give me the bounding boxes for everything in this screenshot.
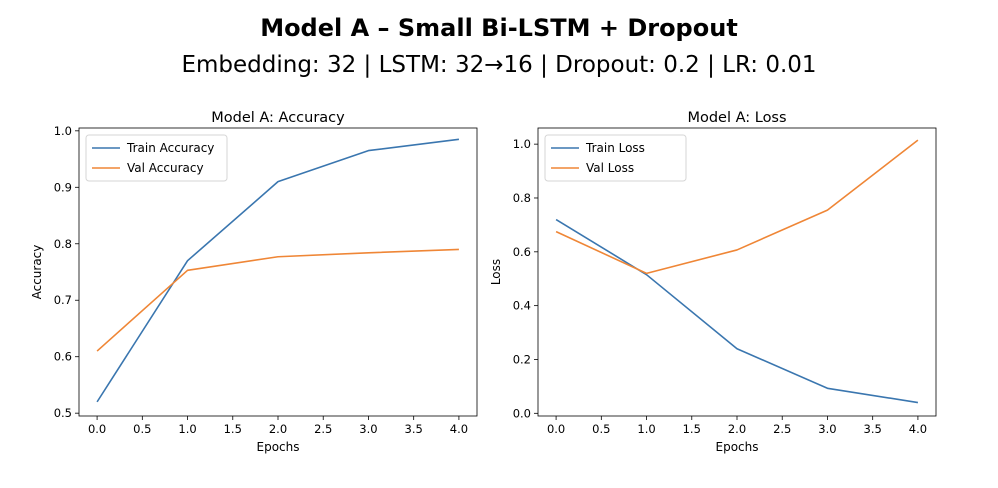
chart-title: Model A: Loss [687,110,786,126]
series-line-train-accuracy [96,138,460,403]
figure-subtitle: Embedding: 32 | LSTM: 32→16 | Dropout: 0… [181,52,817,78]
x-tick-label: 1.5 [683,422,701,436]
x-tick-label: 2.0 [269,422,287,436]
x-tick-label: 3.0 [359,422,377,436]
y-tick-label: 0.9 [54,180,72,194]
x-tick-label: 3.5 [405,422,423,436]
y-tick-label: 0.4 [513,299,531,313]
legend-box [544,134,687,182]
x-axis-label: Epochs [257,440,300,454]
y-tick-label: 0.7 [54,293,72,307]
y-axis-label: Loss [489,259,503,285]
series-line-train-loss [555,218,919,404]
legend-entry: Val Accuracy [127,161,204,175]
y-axis-label: Accuracy [30,245,44,300]
x-tick-label: 2.0 [728,422,746,436]
x-tick-label: 0.5 [592,422,610,436]
x-tick-label: 1.5 [224,422,242,436]
y-tick-label: 0.6 [54,350,72,364]
y-tick-label: 0.8 [513,191,531,205]
y-tick-label: 0.2 [513,352,531,366]
y-tick-label: 1.0 [513,137,531,151]
y-tick-label: 0.5 [54,406,72,420]
x-tick-label: 3.5 [864,422,882,436]
legend-entry: Train Accuracy [126,141,214,155]
chart-panel-1: 0.0 0.5 1.0 1.5 2.0 2.5 3.0 3.5 4.0 0.0 0.2 0.4 0.6 0… [489,110,937,454]
x-tick-label: 2.5 [314,422,332,436]
y-tick-label: 1.0 [54,124,72,138]
legend-entry: Val Loss [586,161,634,175]
series-line-val-accuracy [96,248,459,352]
legend-entry: Train Loss [585,141,645,155]
legend-box [85,134,228,182]
series-line-val-loss [555,139,919,275]
chart-title: Model A: Accuracy [211,110,345,126]
x-tick-label: 1.0 [637,422,655,436]
chart-panel-0: 0.0 0.5 1.0 1.5 2.0 2.5 3.0 3.5 4.0 0.5 0.6 0.7 0.8 0… [30,110,478,454]
y-tick-label: 0.8 [54,237,72,251]
y-tick-label: 0.0 [513,406,531,420]
x-axis-label: Epochs [716,440,759,454]
x-tick-label: 3.0 [818,422,836,436]
x-tick-label: 0.5 [133,422,151,436]
x-tick-label: 0.0 [88,422,106,436]
x-tick-label: 2.5 [773,422,791,436]
figure-title: Model A – Small Bi-LSTM + Dropout [260,14,738,42]
x-tick-label: 4.0 [450,422,468,436]
x-tick-label: 1.0 [178,422,196,436]
x-tick-label: 0.0 [547,422,565,436]
x-tick-label: 4.0 [909,422,927,436]
y-tick-label: 0.6 [513,245,531,259]
